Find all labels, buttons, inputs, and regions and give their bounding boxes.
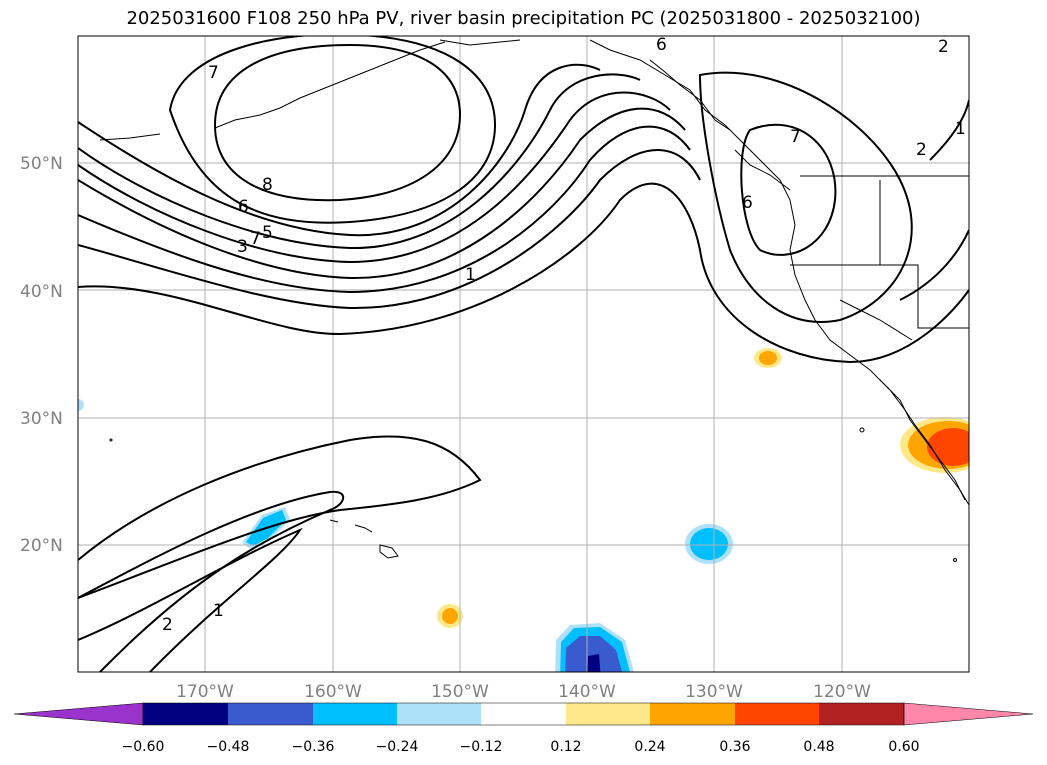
- contour-label: 5: [262, 223, 273, 243]
- colorbar-segment: [650, 703, 735, 725]
- lon-label: 140°W: [558, 682, 616, 702]
- coastlines: [99, 39, 969, 562]
- colorbar-tick-label: −0.36: [292, 739, 335, 755]
- lat-label: 50°N: [20, 154, 63, 174]
- contour-label: 3: [237, 237, 248, 257]
- contour-label: 2: [938, 37, 949, 57]
- contour-label: 6: [238, 197, 249, 217]
- pv-contours: [78, 36, 969, 672]
- colorbar-segment: [819, 703, 904, 725]
- lat-label: 30°N: [20, 409, 63, 429]
- contour-label: 2: [916, 140, 927, 160]
- map-frame: [77, 35, 970, 673]
- colorbar-tick-label: 0.24: [634, 739, 665, 755]
- contour-label: 1: [955, 119, 966, 139]
- contour-label: 6: [742, 193, 753, 213]
- colorbar: −0.60 −0.48 −0.36 −0.24 −0.12 0.12 0.24 …: [13, 702, 1034, 755]
- colorbar-tick-label: 0.60: [888, 739, 919, 755]
- colorbar-tick-label: 0.12: [550, 739, 581, 755]
- colorbar-tick-label: 0.36: [719, 739, 750, 755]
- colorbar-tick-label: −0.60: [122, 739, 165, 755]
- colorbar-tick-label: −0.12: [460, 739, 503, 755]
- contour-label: 6: [656, 35, 667, 55]
- colorbar-segment: [143, 703, 228, 725]
- contour-label: 7: [208, 63, 219, 83]
- precip-shading: [78, 348, 969, 672]
- lon-label: 130°W: [685, 682, 743, 702]
- grid-lines: [78, 36, 969, 672]
- colorbar-segment: [735, 703, 819, 725]
- colorbar-tick-label: 0.48: [803, 739, 834, 755]
- contour-label: 7: [250, 229, 261, 249]
- colorbar-over-arrow: [903, 702, 1034, 726]
- lat-labels: 50°N 40°N 30°N 20°N: [20, 154, 63, 556]
- map-title: 2025031600 F108 250 hPa PV, river basin …: [126, 8, 921, 29]
- lon-label: 170°W: [176, 682, 234, 702]
- contour-label: 1: [213, 601, 224, 621]
- lon-labels: 170°W 160°W 150°W 140°W 130°W 120°W: [176, 682, 871, 702]
- contour-label: 7: [790, 127, 801, 147]
- colorbar-segment: [397, 703, 481, 725]
- colorbar-tick-label: −0.24: [376, 739, 419, 755]
- contour-label: 2: [162, 615, 173, 635]
- colorbar-ticks: −0.60 −0.48 −0.36 −0.24 −0.12 0.12 0.24 …: [122, 739, 920, 755]
- lat-label: 20°N: [20, 536, 63, 556]
- colorbar-segment: [313, 703, 397, 725]
- contour-labels: 7 8 6 5 7 3 1 6 7 6 2 2 1 2 1: [162, 35, 966, 635]
- contour-label: 8: [262, 175, 273, 195]
- lon-label: 120°W: [813, 682, 871, 702]
- lat-label: 40°N: [20, 282, 63, 302]
- colorbar-segment: [566, 703, 650, 725]
- colorbar-tick-label: −0.48: [207, 739, 250, 755]
- lon-label: 160°W: [304, 682, 362, 702]
- colorbar-segment: [228, 703, 313, 725]
- lon-label: 150°W: [431, 682, 489, 702]
- map-area: 7 8 6 5 7 3 1 6 7 6 2 2 1 2 1: [78, 35, 969, 672]
- contour-label: 1: [465, 265, 476, 285]
- colorbar-segment: [481, 703, 566, 725]
- colorbar-under-arrow: [13, 702, 144, 726]
